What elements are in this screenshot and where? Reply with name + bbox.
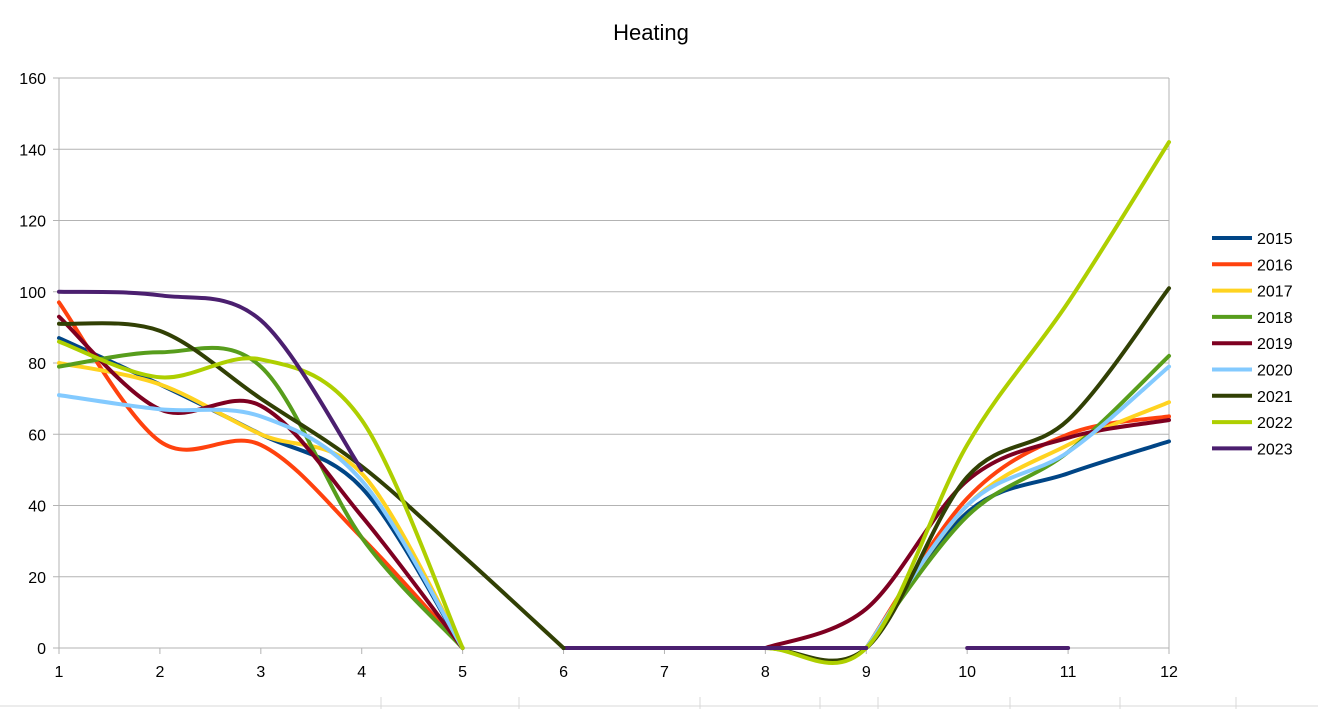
legend-label-2023: 2023 [1257, 441, 1293, 458]
legend-label-2020: 2020 [1257, 363, 1293, 380]
series-line-2020-late [864, 364, 1171, 650]
x-tick-label: 4 [357, 664, 366, 681]
x-tick-label: 8 [761, 664, 770, 681]
series-lines [57, 140, 1171, 666]
y-tick-label: 80 [28, 356, 46, 373]
x-tick-label: 10 [958, 664, 976, 681]
series-line-2021 [57, 321, 566, 650]
series-line-2023 [57, 289, 364, 472]
legend-label-2015: 2015 [1257, 231, 1293, 248]
x-tick-label: 1 [55, 664, 64, 681]
series-line-2017 [57, 361, 465, 650]
x-tick-label: 3 [256, 664, 265, 681]
y-tick-label: 0 [37, 641, 46, 658]
y-tick-label: 20 [28, 570, 46, 587]
sheet-grid-fragments [0, 697, 1318, 709]
series-line-2021-late [561, 286, 1171, 663]
x-tick-label: 9 [862, 664, 871, 681]
y-tick-label: 100 [19, 285, 46, 302]
legend-label-2021: 2021 [1257, 389, 1293, 406]
x-tick-label: 7 [660, 664, 669, 681]
series-line-2020 [57, 393, 465, 650]
series-line-2018 [57, 345, 465, 650]
y-tick-label: 160 [19, 71, 46, 88]
series-line-2015-late [864, 439, 1171, 650]
x-tick-label: 12 [1160, 664, 1178, 681]
x-tick-label: 11 [1060, 664, 1077, 681]
legend-label-2019: 2019 [1257, 336, 1293, 353]
series-line-2019 [57, 314, 465, 650]
legend-label-2018: 2018 [1257, 310, 1293, 327]
legend-label-2022: 2022 [1257, 415, 1293, 432]
chart-title: Heating [613, 20, 689, 45]
x-tick-label: 6 [559, 664, 568, 681]
x-tick-label: 5 [458, 664, 467, 681]
y-tick-label: 40 [28, 499, 46, 516]
legend: 2015 2016 2017 2018 2019 2020 2021 2022 2023 [1212, 231, 1293, 458]
series-line-2015 [57, 336, 465, 650]
y-tick-label: 120 [19, 214, 46, 231]
y-tick-label: 140 [19, 142, 46, 159]
series-line-2018-late [864, 353, 1171, 650]
legend-label-2016: 2016 [1257, 257, 1293, 274]
y-tick-label: 60 [28, 427, 46, 444]
series-line-2017-late [864, 400, 1171, 650]
series-line-2016 [57, 300, 465, 650]
x-tick-label: 2 [155, 664, 164, 681]
series-line-2019-late [763, 418, 1171, 650]
legend-label-2017: 2017 [1257, 284, 1293, 301]
series-line-2022 [57, 339, 465, 650]
